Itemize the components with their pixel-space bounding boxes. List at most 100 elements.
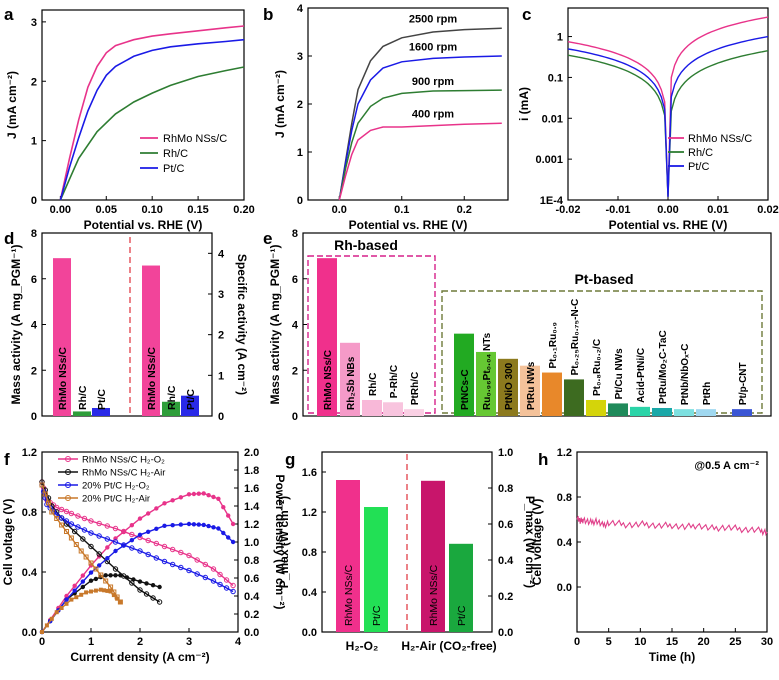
group-box-pt xyxy=(441,290,763,414)
data-point xyxy=(102,588,107,593)
data-point xyxy=(112,539,119,545)
y-tick-label: 4 xyxy=(297,3,304,15)
bar xyxy=(53,258,71,416)
y-tick-label: 2 xyxy=(297,99,303,111)
bar xyxy=(652,407,672,416)
panel-g: 0.0 0.4 0.8 1.2 1.6 0.0 0.2 0.4 0.6 0.8 1.0 RhMo NS… xyxy=(277,447,537,653)
data-point xyxy=(129,545,135,551)
data-point xyxy=(162,523,167,528)
plot-frame xyxy=(576,451,768,633)
data-point xyxy=(157,584,162,590)
bar-label: Pt/Cu NWs xyxy=(614,348,625,400)
panel-label: d xyxy=(4,229,14,248)
bar-label: Pt/C xyxy=(185,389,197,410)
bar xyxy=(608,403,628,416)
x-tick-label: 5 xyxy=(606,636,612,648)
series-label: 2500 rpm xyxy=(409,14,458,26)
data-point xyxy=(105,588,110,593)
data-point xyxy=(64,597,69,602)
data-point xyxy=(170,498,175,503)
data-point xyxy=(80,536,86,542)
bar xyxy=(449,543,473,632)
x-tick-label: 1 xyxy=(88,636,94,648)
data-point xyxy=(108,589,113,594)
y-tick-label: 0.8 xyxy=(557,492,572,504)
bar xyxy=(564,379,584,416)
y-tick-label: 0.4 xyxy=(302,587,318,599)
data-point xyxy=(113,536,118,541)
panel-b: 0.0 0.1 0.2 0 1 2 3 4 2500 rpm 1600 rpm 900 rpm 400… xyxy=(263,3,509,232)
bar-label: PtNiO 300 xyxy=(504,362,515,410)
power-curve xyxy=(41,574,160,633)
x-tick-label: 0.10 xyxy=(141,204,162,216)
data-point xyxy=(72,583,77,588)
data-point xyxy=(81,515,88,522)
y-axis-label-right: P_max (W cm⁻²) xyxy=(523,496,537,588)
data-point xyxy=(84,590,89,595)
legend-marker xyxy=(65,456,71,462)
data-point xyxy=(154,506,159,511)
y-axis-label: i (mA) xyxy=(517,87,531,121)
data-point xyxy=(201,491,206,496)
data-point xyxy=(206,523,211,529)
legend-label: RhMo NSs/C xyxy=(688,133,752,145)
legend-marker xyxy=(65,495,71,501)
data-point xyxy=(64,601,69,606)
bar-label: Pt/C xyxy=(456,605,468,626)
data-point xyxy=(98,587,103,592)
bar-label: PtRh/C xyxy=(410,372,421,405)
series-line xyxy=(59,25,245,201)
x-axis-label: Current density (A cm⁻²) xyxy=(70,650,209,664)
y-tick-label: 0.2 xyxy=(498,591,513,603)
panel-f: 0 1 2 3 40.00.40.81.20.00.20.40.60.81.01.21.… xyxy=(1,447,287,664)
data-point xyxy=(117,599,123,605)
x-axis-label: Time (h) xyxy=(649,650,695,664)
data-point xyxy=(153,555,160,561)
y-tick-label: 2.0 xyxy=(244,447,259,459)
data-point xyxy=(93,576,99,582)
legend-label: RhMo NSs/C xyxy=(163,133,227,145)
y-tick-label: 4 xyxy=(31,320,38,332)
bar-label: RhMo NSs/C xyxy=(323,350,334,410)
data-point xyxy=(120,528,127,535)
data-point xyxy=(88,560,94,566)
data-point xyxy=(161,543,168,550)
panel-c: -0.02 -0.01 0.00 0.01 0.02 1E-4 0.001 0.01 0.1 1 P… xyxy=(517,5,779,232)
data-point xyxy=(210,578,217,584)
data-point xyxy=(39,482,45,488)
data-point xyxy=(206,493,211,498)
y-tick-label: 1.2 xyxy=(302,507,317,519)
data-point xyxy=(105,556,110,561)
bar-label: RhMo NSs/C xyxy=(428,564,440,626)
data-point xyxy=(114,594,120,600)
data-point xyxy=(111,593,116,598)
y-tick-label: 0.0 xyxy=(557,582,572,594)
data-point xyxy=(145,551,151,558)
y-tick-label: 0 xyxy=(218,411,224,423)
y-tick-label: 0.4 xyxy=(22,567,38,579)
y-tick-label: 1.2 xyxy=(22,447,37,459)
data-point xyxy=(156,599,163,605)
data-point xyxy=(58,515,65,521)
bar-label: Rh₂Sb NBs xyxy=(346,356,357,410)
plot-frame xyxy=(321,451,493,633)
y-axis-label-right: Specific activity (A cm⁻²) xyxy=(235,254,249,395)
data-point xyxy=(89,589,93,594)
data-point xyxy=(81,527,88,533)
category-label: H₂-Air (CO₂-free) xyxy=(401,639,496,653)
bar-label: Pt/p-CNT xyxy=(738,362,749,405)
bar-label: Pt₀.₈Ru₀.₂/C xyxy=(592,339,603,396)
y-tick-label: 3 xyxy=(297,51,303,63)
data-point xyxy=(221,505,226,510)
y-tick-label: 4 xyxy=(292,320,299,332)
bar xyxy=(421,480,445,632)
data-point xyxy=(104,536,111,542)
data-point xyxy=(44,623,49,628)
data-point xyxy=(191,522,197,527)
power-curve xyxy=(41,523,234,633)
y-tick-label: 6 xyxy=(292,274,298,286)
y-tick-label: 0.0 xyxy=(22,627,37,639)
bar xyxy=(142,265,160,416)
y-tick-label: 0.8 xyxy=(498,483,513,495)
